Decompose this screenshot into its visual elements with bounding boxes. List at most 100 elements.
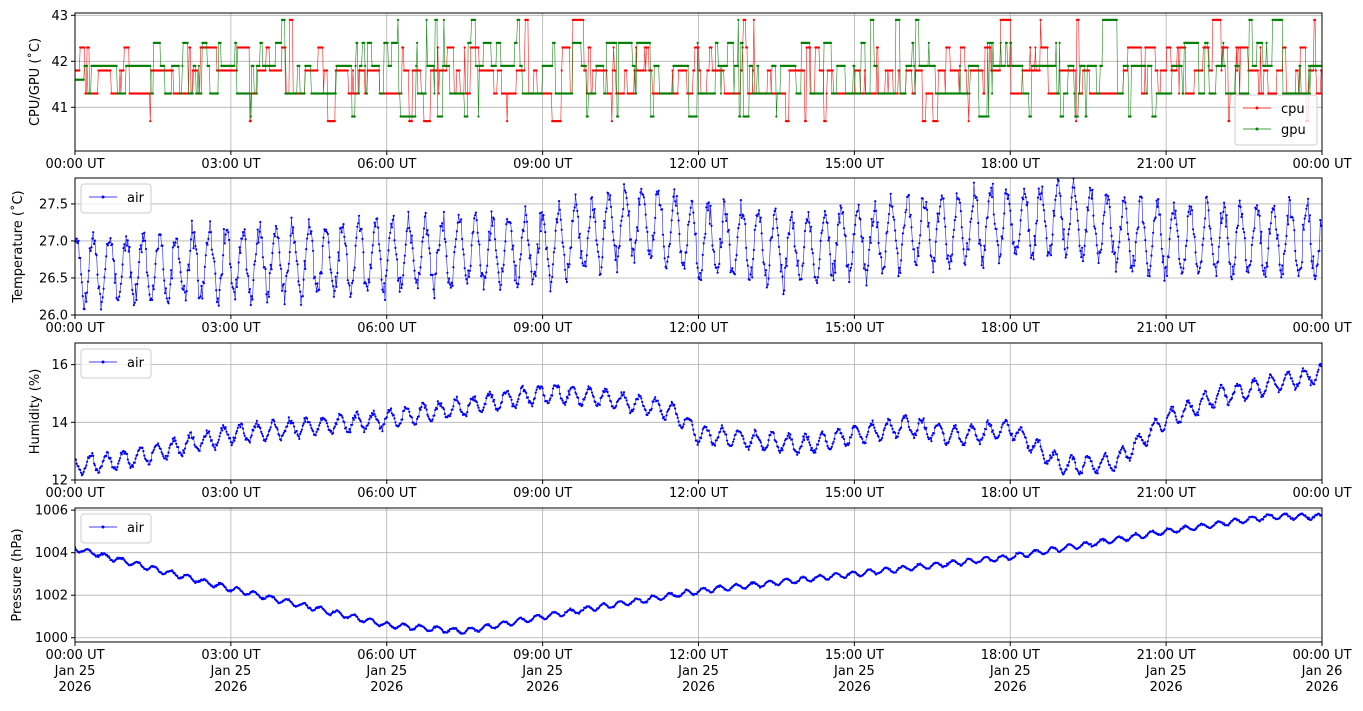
data-point [450, 281, 453, 284]
data-point [1269, 222, 1272, 225]
data-point [288, 251, 291, 254]
data-point [1009, 209, 1012, 212]
data-point [739, 115, 742, 118]
data-point [1194, 251, 1197, 254]
data-point [1010, 223, 1014, 226]
data-point [191, 92, 194, 95]
data-point [924, 120, 927, 123]
data-point [1172, 212, 1175, 215]
data-point [910, 69, 913, 72]
data-point [1153, 46, 1156, 49]
data-point [177, 257, 180, 260]
data-point [1064, 256, 1067, 259]
data-point [739, 199, 743, 202]
data-point [283, 18, 286, 21]
data-point [251, 298, 254, 301]
data-point [1009, 18, 1012, 21]
data-point [254, 260, 257, 263]
data-point [1100, 248, 1103, 251]
data-point [234, 436, 237, 440]
data-point [634, 241, 637, 244]
data-point [1144, 64, 1147, 67]
data-point [341, 416, 344, 419]
data-point [323, 228, 326, 231]
data-point [143, 231, 146, 234]
data-point [807, 211, 810, 214]
data-point [105, 454, 108, 458]
data-point [435, 69, 439, 72]
data-point [995, 227, 998, 231]
data-point [1197, 270, 1201, 273]
data-point [900, 243, 904, 246]
data-point [951, 253, 954, 256]
data-point [877, 241, 880, 245]
plot-area [75, 362, 1322, 477]
data-point [572, 209, 575, 212]
data-point [1162, 255, 1165, 258]
data-point [215, 444, 219, 447]
data-point [354, 64, 357, 67]
data-point [167, 302, 170, 305]
data-point [953, 219, 956, 222]
data-point [910, 226, 913, 229]
data-point [1037, 187, 1040, 190]
data-point [337, 418, 340, 421]
data-point [196, 252, 199, 255]
data-point [1210, 237, 1213, 240]
data-point [733, 273, 737, 276]
data-point [883, 265, 886, 268]
data-point [115, 468, 118, 471]
data-point [608, 198, 611, 201]
data-point [193, 231, 196, 234]
data-point [819, 239, 822, 242]
data-point [446, 271, 449, 274]
data-point [1085, 115, 1088, 118]
data-point [737, 227, 740, 230]
data-point [176, 237, 179, 240]
data-point [194, 64, 197, 67]
data-point [837, 212, 840, 215]
data-point [1084, 228, 1087, 231]
data-point [926, 208, 929, 211]
data-point [424, 92, 427, 95]
data-point [221, 273, 224, 276]
x-tick-label: 21:00 UT [1137, 486, 1196, 501]
data-point [472, 230, 475, 233]
data-point [126, 458, 129, 461]
data-point [640, 187, 643, 190]
data-point [1288, 196, 1291, 199]
data-point [504, 240, 507, 243]
data-point [216, 297, 219, 300]
data-point [282, 431, 285, 435]
data-point [310, 426, 313, 429]
data-point [501, 394, 504, 397]
data-point [419, 69, 422, 72]
data-point [1078, 244, 1081, 247]
data-point [461, 411, 464, 414]
data-point [181, 64, 184, 67]
data-point [661, 208, 664, 211]
data-point [351, 279, 355, 282]
data-point [385, 269, 388, 272]
data-point [370, 251, 374, 254]
data-point [940, 194, 943, 197]
data-point [301, 295, 304, 298]
data-point [325, 422, 329, 425]
data-point [485, 397, 488, 400]
data-point [157, 445, 161, 448]
data-point [1272, 208, 1275, 211]
data-point [338, 259, 341, 262]
data-point [1141, 220, 1144, 223]
data-point [163, 279, 166, 282]
data-point [1268, 232, 1272, 235]
data-point [340, 414, 343, 417]
data-point [1257, 209, 1260, 212]
data-point [646, 230, 649, 233]
data-point [786, 236, 789, 239]
data-point [752, 248, 756, 252]
data-point [309, 424, 312, 427]
data-point [1203, 92, 1206, 95]
data-point [518, 276, 521, 279]
data-point [623, 189, 627, 192]
